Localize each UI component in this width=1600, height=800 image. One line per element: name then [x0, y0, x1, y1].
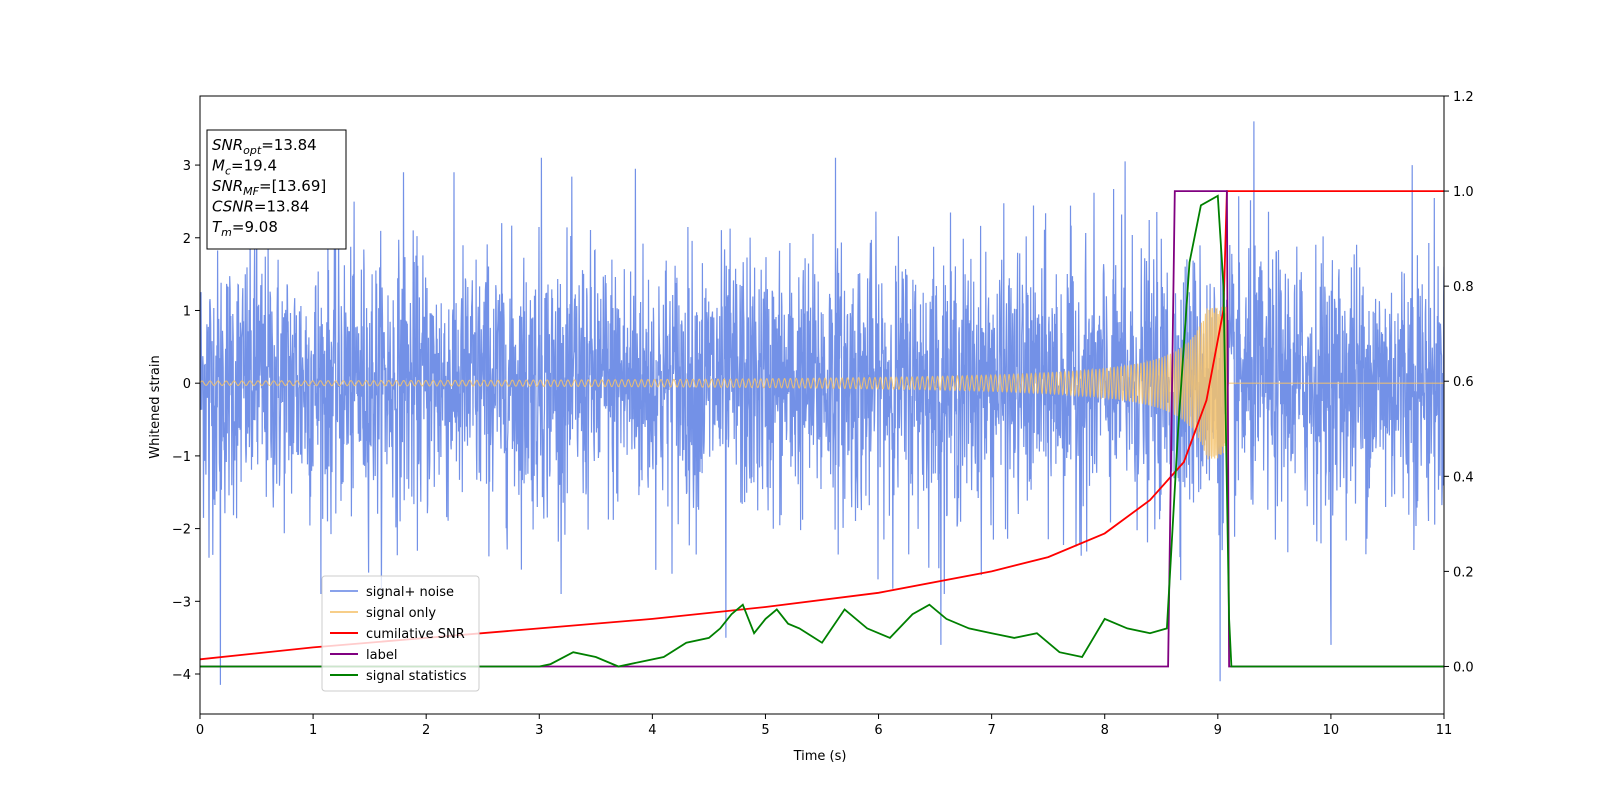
y2-tick-label: 0.8 [1453, 280, 1474, 295]
y2-tick-label: 0.4 [1453, 470, 1474, 485]
legend-label: label [366, 648, 397, 663]
y-tick-label: −2 [172, 523, 191, 538]
legend: signal+ noise signal only cumilative SNR la… [321, 575, 480, 692]
y-axis-label: Whitened strain [148, 355, 163, 458]
series-line-signal-noise [200, 121, 1444, 685]
x-tick-label: 10 [1323, 723, 1340, 738]
legend-box [321, 575, 480, 692]
legend-label: cumilative SNR [366, 627, 465, 642]
x-tick-label: 2 [422, 723, 430, 738]
info-box-frame [206, 129, 347, 250]
x-axis-label: Time (s) [793, 749, 847, 764]
y-tick-label: 3 [183, 159, 191, 174]
y2-tick-label: 0.0 [1453, 660, 1474, 675]
legend-label: signal statistics [366, 669, 467, 684]
plot-frame [199, 95, 1445, 715]
info-box: SNRopt=13.84Mc=19.4SNRMF=[13.69]CSNR=13.… [206, 129, 347, 250]
y2-tick-label: 0.6 [1453, 375, 1474, 390]
y-tick-label: −4 [172, 668, 191, 683]
y-tick-label: −1 [172, 450, 191, 465]
info-line: SNRopt=13.84 [212, 136, 317, 157]
x-tick-label: 9 [1214, 723, 1222, 738]
y-tick-label: 1 [183, 304, 191, 319]
y-tick-label: 2 [183, 232, 191, 247]
y2-tick-label: 1.0 [1453, 185, 1474, 200]
x-tick-label: 7 [987, 723, 995, 738]
series-line-signal-only [200, 306, 1444, 460]
y2-tick-label: 0.2 [1453, 565, 1474, 580]
info-line: Tm=9.08 [212, 218, 278, 239]
series-line-cumilative-snr [200, 190, 1444, 661]
x-tick-label: 8 [1101, 723, 1109, 738]
info-line: SNRMF=[13.69] [212, 177, 326, 198]
y2-tick-label: 1.2 [1453, 90, 1474, 105]
info-line: CSNR=13.84 [212, 198, 309, 216]
x-tick-label: 6 [874, 723, 882, 738]
info-line: Mc=19.4 [212, 157, 277, 178]
x-tick-label: 0 [196, 723, 204, 738]
x-tick-label: 1 [309, 723, 317, 738]
legend-label: signal only [366, 606, 436, 621]
x-tick-label: 5 [761, 723, 769, 738]
x-tick-label: 4 [648, 723, 656, 738]
legend-label: signal+ noise [366, 585, 454, 600]
series-line-signal-statistics [200, 194, 1444, 668]
y-tick-label: 0 [183, 377, 191, 392]
x-tick-label: 3 [535, 723, 543, 738]
y-tick-label: −3 [172, 595, 191, 610]
x-tick-label: 11 [1436, 723, 1453, 738]
